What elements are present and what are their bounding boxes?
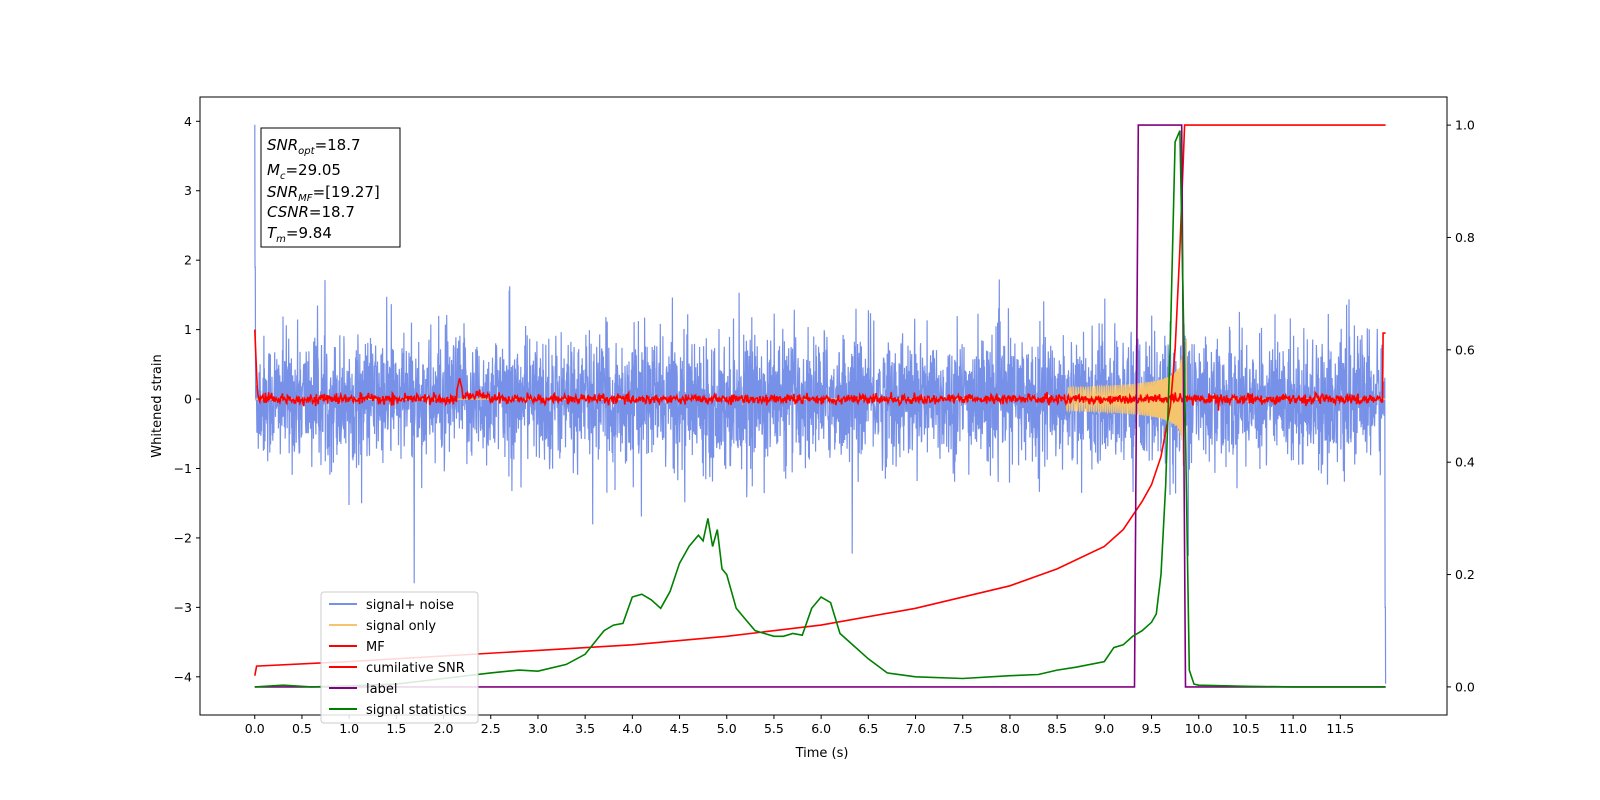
y-tick-label: 2 <box>184 253 192 268</box>
legend-item-mf: MF <box>329 640 385 655</box>
x-tick-label: 0.0 <box>245 721 265 736</box>
legend: signal+ noise signal only MF cumilative … <box>320 591 479 724</box>
y-right-tick-label: 0.8 <box>1455 230 1475 245</box>
x-tick-label: 7.5 <box>953 721 973 736</box>
x-tick-label: 4.5 <box>670 721 690 736</box>
y-tick-label: −2 <box>174 530 192 545</box>
legend-label: signal statistics <box>366 703 467 718</box>
mf-line <box>254 329 1386 411</box>
signal-statistics-line <box>254 130 1386 688</box>
x-tick-label: 10.0 <box>1185 721 1213 736</box>
legend-label: cumilative SNR <box>366 661 465 676</box>
x-tick-label: 4.0 <box>622 721 642 736</box>
legend-item-signal-noise: signal+ noise <box>329 598 454 613</box>
y-right-tick-label: 0.6 <box>1455 342 1475 357</box>
x-tick-label: 2.5 <box>481 721 501 736</box>
label-line <box>254 124 1386 688</box>
info-box: SNRopt=18.7 Mc=29.05 SNRMF=[19.27] CSNR=… <box>260 127 401 248</box>
x-axis-label: Time (s) <box>795 746 849 761</box>
y-tick-label: 0 <box>184 392 192 407</box>
y-axis-left: 4 3 2 1 0 −1 −2 −3 −4 <box>174 114 200 684</box>
y-axis-right: 1.0 0.8 0.6 0.4 0.2 0.0 <box>1447 118 1475 694</box>
info-csnr: CSNR=18.7 <box>267 203 355 221</box>
legend-label: signal+ noise <box>366 598 454 613</box>
mf-series <box>254 329 1386 411</box>
y-tick-label: −3 <box>174 600 192 615</box>
signal-statistics-series <box>254 130 1386 688</box>
y-right-tick-label: 0.4 <box>1455 455 1475 470</box>
legend-item-label: label <box>329 682 397 697</box>
x-tick-label: 2.0 <box>434 721 454 736</box>
x-tick-label: 8.5 <box>1047 721 1067 736</box>
cumulative-snr-line <box>254 124 1386 676</box>
plot-frame <box>199 96 1448 716</box>
info-snr-opt: SNRopt=18.7 <box>267 136 361 157</box>
legend-item-signal-statistics: signal statistics <box>329 703 467 718</box>
x-tick-label: 3.0 <box>528 721 548 736</box>
legend-label: signal only <box>366 619 436 634</box>
plot-area <box>254 124 1387 688</box>
x-tick-label: 1.5 <box>386 721 406 736</box>
info-tm: Tm=9.84 <box>267 224 332 245</box>
x-tick-label: 5.0 <box>717 721 737 736</box>
x-tick-label: 7.0 <box>906 721 926 736</box>
y-axis-label: Whitened strain <box>150 354 165 457</box>
legend-label: label <box>366 682 397 697</box>
legend-label: MF <box>366 640 385 655</box>
x-tick-label: 6.5 <box>858 721 878 736</box>
signal-noise-series <box>254 124 1387 684</box>
y-tick-label: 3 <box>184 183 192 198</box>
info-snr-mf: SNRMF=[19.27] <box>267 183 380 204</box>
x-axis: 0.0 0.5 1.0 1.5 2.0 2.5 3.0 3.5 4.0 4.5 5.0 5.5 6.0 6… <box>245 715 1354 736</box>
x-tick-label: 10.5 <box>1232 721 1260 736</box>
x-tick-label: 5.5 <box>764 721 784 736</box>
info-mc: Mc=29.05 <box>267 161 341 182</box>
cumulative-snr-series <box>254 124 1386 676</box>
y-tick-label: −1 <box>174 461 192 476</box>
y-tick-label: −4 <box>174 669 192 684</box>
x-tick-label: 9.5 <box>1142 721 1162 736</box>
y-right-tick-label: 1.0 <box>1455 118 1475 133</box>
legend-item-signal-only: signal only <box>329 619 436 634</box>
x-tick-label: 3.5 <box>575 721 595 736</box>
y-right-tick-label: 0.0 <box>1455 679 1475 694</box>
y-tick-label: 1 <box>184 322 192 337</box>
x-tick-label: 11.0 <box>1279 721 1307 736</box>
y-right-tick-label: 0.2 <box>1455 567 1475 582</box>
x-tick-label: 9.0 <box>1094 721 1114 736</box>
x-tick-label: 11.5 <box>1326 721 1354 736</box>
x-tick-label: 8.0 <box>1000 721 1020 736</box>
x-tick-label: 1.0 <box>339 721 359 736</box>
x-tick-label: 0.5 <box>292 721 312 736</box>
legend-item-cumulative-snr: cumilative SNR <box>329 661 465 676</box>
signal-noise-line <box>254 124 1387 684</box>
x-tick-label: 6.0 <box>811 721 831 736</box>
y-tick-label: 4 <box>184 114 192 129</box>
label-series <box>254 124 1386 688</box>
